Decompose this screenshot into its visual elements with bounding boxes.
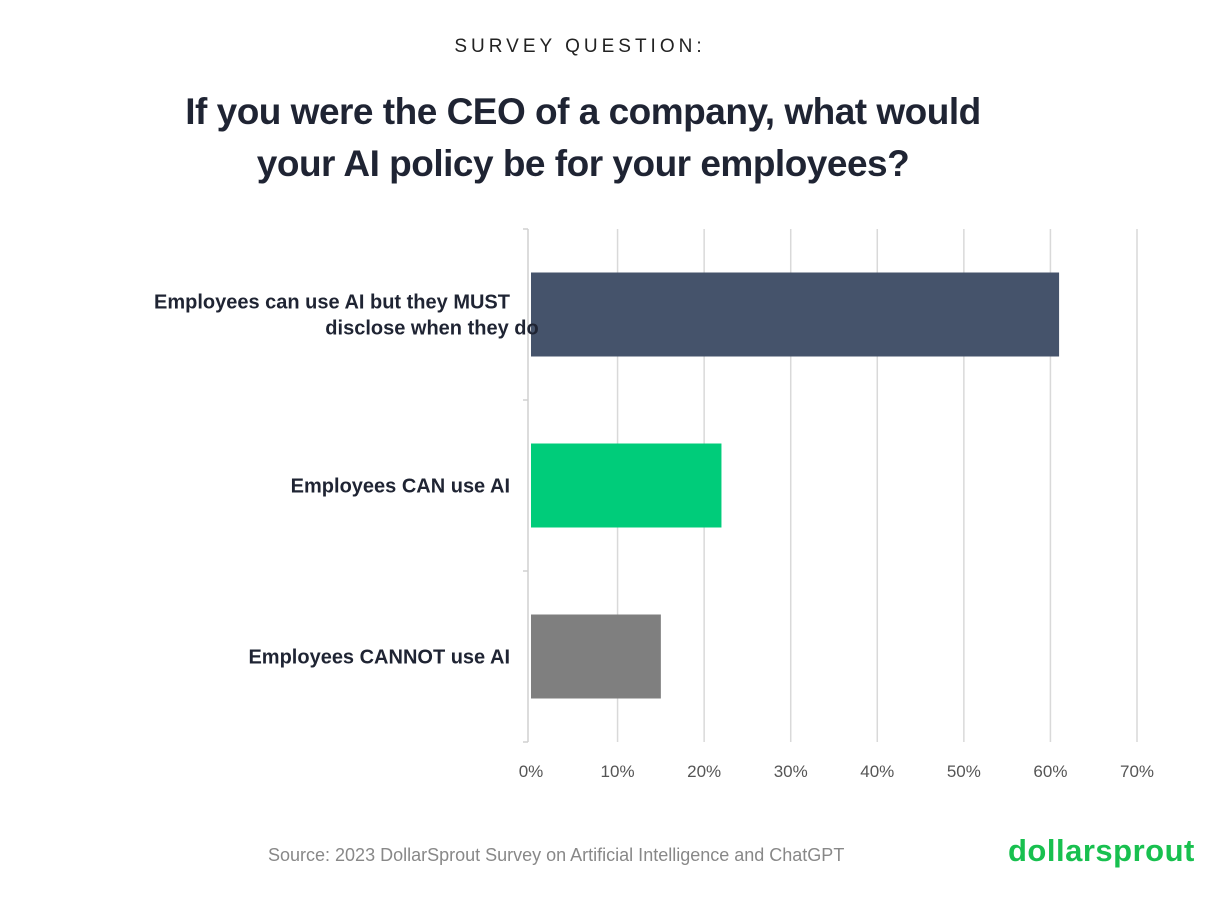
x-tick-label: 0% bbox=[519, 762, 544, 781]
x-tick-label: 20% bbox=[687, 762, 721, 781]
category-label: Employees CAN use AI bbox=[291, 476, 510, 498]
category-label: Employees CANNOT use AI bbox=[248, 647, 510, 669]
chart-title: If you were the CEO of a company, what w… bbox=[0, 86, 1166, 190]
x-tick-label: 10% bbox=[601, 762, 635, 781]
x-tick-label: 70% bbox=[1120, 762, 1154, 781]
x-tick-label: 40% bbox=[860, 762, 894, 781]
title-line-2: your AI policy be for your employees? bbox=[256, 143, 910, 184]
x-tick-label: 30% bbox=[774, 762, 808, 781]
source-note: Source: 2023 DollarSprout Survey on Arti… bbox=[268, 845, 845, 865]
x-tick-label: 60% bbox=[1033, 762, 1067, 781]
x-tick-label: 50% bbox=[947, 762, 981, 781]
bar bbox=[531, 614, 661, 699]
bar bbox=[531, 272, 1060, 357]
category-label: disclose when they do bbox=[325, 318, 538, 340]
category-label: Employees can use AI but they MUST bbox=[154, 292, 510, 314]
bar bbox=[531, 443, 722, 528]
title-line-1: If you were the CEO of a company, what w… bbox=[185, 91, 981, 132]
survey-kicker: SURVEY QUESTION: bbox=[454, 36, 706, 57]
dollarsprout-logo: dollarsprout bbox=[1008, 833, 1195, 868]
